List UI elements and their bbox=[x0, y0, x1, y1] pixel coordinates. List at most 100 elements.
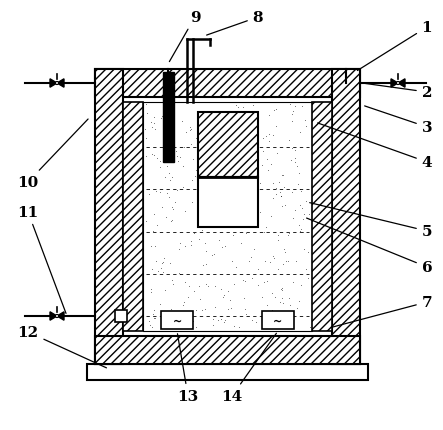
Point bbox=[292, 104, 299, 111]
Point bbox=[295, 222, 302, 229]
Polygon shape bbox=[57, 80, 64, 88]
Point bbox=[269, 195, 276, 202]
Point bbox=[188, 127, 195, 134]
Point bbox=[229, 138, 237, 145]
Point bbox=[167, 306, 174, 313]
Point bbox=[143, 218, 150, 225]
Point bbox=[210, 223, 217, 230]
Point bbox=[253, 138, 260, 144]
Point bbox=[277, 194, 284, 200]
Point bbox=[248, 255, 255, 261]
Point bbox=[212, 304, 219, 311]
Bar bbox=[198, 178, 257, 227]
Point bbox=[157, 301, 164, 308]
Bar bbox=[123, 103, 143, 331]
Point bbox=[228, 135, 235, 142]
Point bbox=[179, 163, 187, 170]
Point bbox=[280, 261, 287, 268]
Point bbox=[166, 170, 173, 177]
Point bbox=[276, 299, 284, 306]
Point bbox=[156, 158, 163, 165]
Point bbox=[218, 313, 225, 320]
Point bbox=[163, 163, 171, 170]
Point bbox=[217, 316, 224, 323]
Point bbox=[234, 104, 241, 111]
Point bbox=[194, 178, 201, 185]
Point bbox=[169, 174, 176, 181]
Point bbox=[245, 258, 253, 265]
Point bbox=[281, 184, 288, 191]
Point bbox=[305, 211, 312, 218]
Point bbox=[188, 177, 195, 184]
Point bbox=[281, 249, 288, 255]
Text: 13: 13 bbox=[177, 334, 198, 403]
Point bbox=[224, 305, 231, 312]
Point bbox=[285, 295, 292, 302]
Point bbox=[202, 178, 209, 185]
Point bbox=[272, 191, 280, 198]
Point bbox=[276, 190, 284, 197]
Point bbox=[278, 203, 285, 210]
Polygon shape bbox=[398, 80, 405, 88]
Point bbox=[204, 283, 211, 289]
Point bbox=[176, 271, 183, 278]
Point bbox=[239, 187, 246, 194]
Point bbox=[218, 184, 225, 190]
Point bbox=[304, 275, 311, 282]
Point bbox=[179, 118, 186, 125]
Point bbox=[237, 240, 245, 247]
Point bbox=[219, 126, 226, 132]
Point bbox=[262, 258, 269, 265]
Point bbox=[219, 244, 226, 251]
Point bbox=[268, 290, 276, 297]
Point bbox=[159, 259, 166, 266]
Point bbox=[148, 286, 155, 292]
Point bbox=[286, 230, 293, 237]
Point bbox=[169, 317, 176, 324]
Point bbox=[192, 167, 199, 174]
Point bbox=[233, 209, 241, 215]
Point bbox=[232, 264, 239, 271]
Point bbox=[305, 249, 312, 256]
Point bbox=[150, 120, 157, 127]
Point bbox=[202, 280, 210, 287]
Point bbox=[256, 209, 264, 216]
Point bbox=[210, 316, 217, 322]
Point bbox=[232, 165, 239, 172]
Bar bbox=[95, 336, 360, 364]
Point bbox=[228, 304, 235, 311]
Point bbox=[222, 164, 229, 171]
Point bbox=[239, 130, 246, 137]
Point bbox=[218, 286, 225, 293]
Point bbox=[252, 141, 259, 148]
Point bbox=[202, 248, 210, 255]
Point bbox=[228, 186, 235, 193]
Point bbox=[211, 219, 218, 226]
Bar bbox=[262, 311, 294, 329]
Point bbox=[269, 307, 276, 314]
Point bbox=[268, 161, 275, 168]
Point bbox=[153, 188, 160, 195]
Point bbox=[205, 119, 212, 126]
Point bbox=[175, 246, 183, 253]
Point bbox=[171, 309, 179, 316]
Point bbox=[158, 115, 165, 122]
Bar bbox=[312, 103, 332, 331]
Point bbox=[151, 211, 158, 218]
Text: 3: 3 bbox=[365, 107, 432, 135]
Point bbox=[274, 266, 281, 273]
Point bbox=[174, 158, 181, 165]
Point bbox=[191, 230, 198, 236]
Point bbox=[217, 199, 224, 206]
Point bbox=[150, 307, 157, 314]
Point bbox=[163, 105, 171, 112]
Point bbox=[296, 170, 303, 177]
Point bbox=[265, 310, 272, 317]
Point bbox=[279, 300, 286, 307]
Point bbox=[187, 242, 194, 249]
Point bbox=[159, 260, 166, 267]
Point bbox=[291, 207, 299, 214]
Point bbox=[179, 184, 187, 190]
Point bbox=[169, 277, 176, 284]
Point bbox=[228, 202, 235, 209]
